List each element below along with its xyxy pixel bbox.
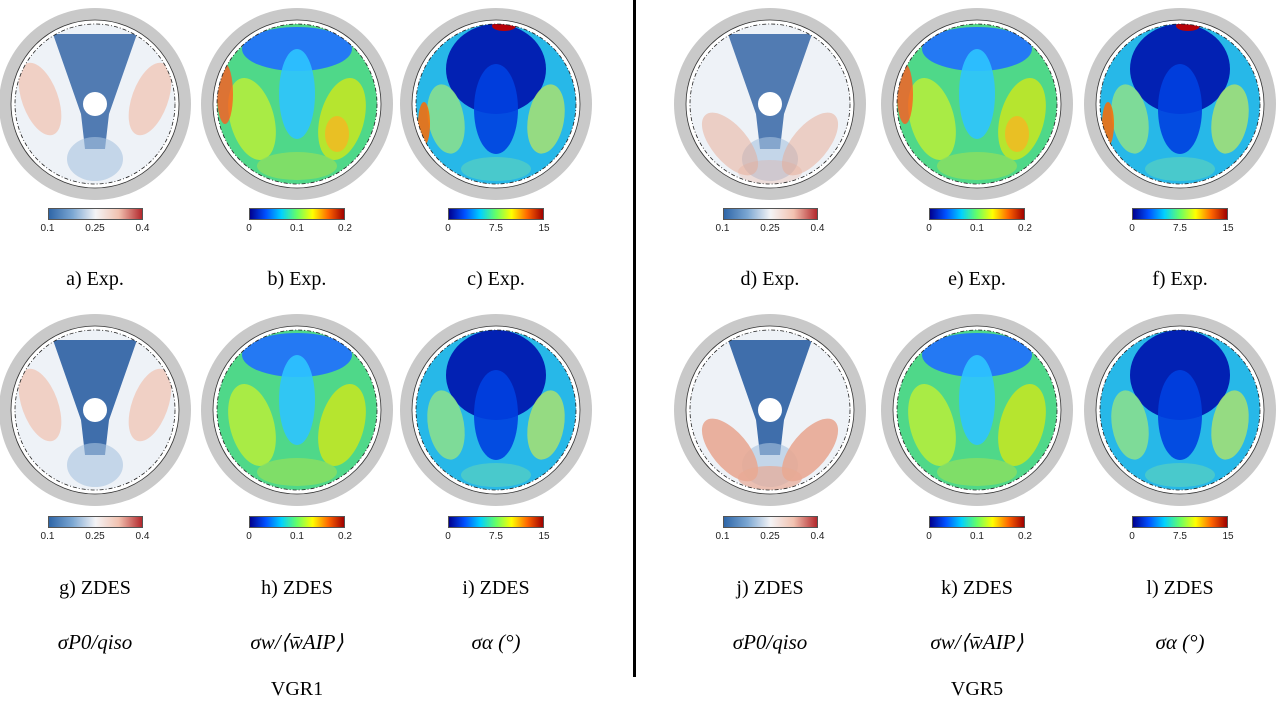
colorbar-tick-label: 0.25 (85, 531, 105, 542)
contour-map-pressure (0, 8, 191, 200)
contour-map-angle (1084, 314, 1276, 506)
colorbar-tick-label: 0 (246, 223, 252, 234)
colorbar-tick-label: 15 (1222, 223, 1234, 234)
contour-map-velocity (881, 314, 1073, 506)
contour-field (1100, 24, 1260, 184)
colorbar-tick-label: 0.1 (715, 223, 730, 234)
contour-map-angle (1084, 8, 1276, 200)
group-divider (633, 0, 636, 677)
colorbar-tick-label: 0.1 (970, 531, 984, 542)
panel-caption: i) ZDES (462, 577, 530, 599)
contour-map-angle (400, 314, 592, 506)
metric-label-vgr5-angle: σα (°) (1155, 630, 1205, 654)
colorbar (249, 208, 345, 220)
colorbar-tick-label: 0.4 (810, 531, 825, 542)
colorbar-tick-label: 0 (926, 223, 932, 234)
panel-caption: d) Exp. (740, 268, 800, 290)
colorbar-tick-label: 0.2 (1018, 223, 1032, 234)
panel-caption: f) Exp. (1152, 268, 1208, 290)
panel-caption: c) Exp. (467, 268, 525, 290)
colorbar (929, 208, 1025, 220)
colorbar-tick-label: 0.2 (1018, 531, 1032, 542)
contour-field (217, 330, 377, 490)
colorbar (929, 516, 1025, 528)
colorbar (47, 516, 143, 528)
colorbar (1132, 208, 1228, 220)
contour-field (897, 330, 1057, 490)
colorbar-tick-label: 0.1 (970, 223, 984, 234)
hub-circle (83, 398, 107, 422)
panel-caption: b) Exp. (267, 268, 327, 290)
panel-caption: a) Exp. (66, 268, 124, 290)
colorbar-tick-label: 0.1 (290, 223, 304, 234)
colorbar-tick-label: 0 (1129, 223, 1135, 234)
colorbar-tick-label: 0.4 (135, 531, 150, 542)
colorbar (47, 208, 143, 220)
colorbar (722, 208, 818, 220)
contour-map-velocity (201, 314, 393, 506)
colorbar-tick-label: 7.5 (489, 223, 503, 234)
colorbar (448, 516, 544, 528)
colorbar (249, 516, 345, 528)
contour-map-velocity (201, 8, 393, 200)
colorbar-tick-label: 0.25 (85, 223, 105, 234)
colorbar-tick-label: 15 (538, 531, 550, 542)
group-label-vgr5: VGR5 (950, 678, 1004, 700)
panel-caption: k) ZDES (941, 577, 1013, 599)
colorbar (448, 208, 544, 220)
panel-caption: h) ZDES (261, 577, 333, 599)
colorbar (722, 516, 818, 528)
colorbar-tick-label: 0.2 (338, 531, 352, 542)
colorbar-tick-label: 0.1 (290, 531, 304, 542)
hub-circle (758, 398, 782, 422)
metric-label-vgr1-angle: σα (°) (471, 630, 521, 654)
contour-map-pressure (0, 314, 191, 506)
colorbar-tick-label: 0.1 (40, 531, 55, 542)
colorbar-tick-label: 0.4 (810, 223, 825, 234)
colorbar-tick-label: 0 (246, 531, 252, 542)
colorbar (1132, 516, 1228, 528)
colorbar-tick-label: 15 (1222, 531, 1234, 542)
metric-label-vgr5-velocity: σw/⟨w̄AIP⟩ (930, 630, 1024, 654)
hub-circle (83, 92, 107, 116)
panel-caption: e) Exp. (948, 268, 1006, 290)
contour-field (217, 24, 377, 184)
contour-map-angle (400, 8, 592, 200)
colorbar-tick-label: 0.1 (40, 223, 55, 234)
metric-label-vgr1-velocity: σw/⟨w̄AIP⟩ (250, 630, 344, 654)
colorbar-tick-label: 0.25 (760, 223, 780, 234)
colorbar-tick-label: 0.4 (135, 223, 150, 234)
contour-map-pressure (674, 314, 866, 506)
contour-field (897, 24, 1057, 184)
panel-caption: j) ZDES (736, 577, 804, 599)
group-label-vgr1: VGR1 (270, 678, 324, 700)
colorbar-tick-label: 0 (445, 223, 451, 234)
panel-caption: l) ZDES (1146, 577, 1214, 599)
colorbar-tick-label: 0 (445, 531, 451, 542)
colorbar-tick-label: 15 (538, 223, 550, 234)
hub-circle (758, 92, 782, 116)
metric-label-vgr5-pressure: σP0/qiso (732, 630, 808, 654)
colorbar-tick-label: 7.5 (489, 531, 503, 542)
colorbar-tick-label: 7.5 (1173, 531, 1187, 542)
contour-map-velocity (881, 8, 1073, 200)
colorbar-tick-label: 0.1 (715, 531, 730, 542)
panel-caption: g) ZDES (59, 577, 131, 599)
colorbar-tick-label: 0.2 (338, 223, 352, 234)
colorbar-tick-label: 7.5 (1173, 223, 1187, 234)
colorbar-tick-label: 0 (926, 531, 932, 542)
contour-field (416, 330, 576, 490)
metric-label-vgr1-pressure: σP0/qiso (57, 630, 133, 654)
contour-field (1100, 330, 1260, 490)
colorbar-tick-label: 0 (1129, 531, 1135, 542)
contour-map-pressure (674, 8, 866, 200)
colorbar-tick-label: 0.25 (760, 531, 780, 542)
